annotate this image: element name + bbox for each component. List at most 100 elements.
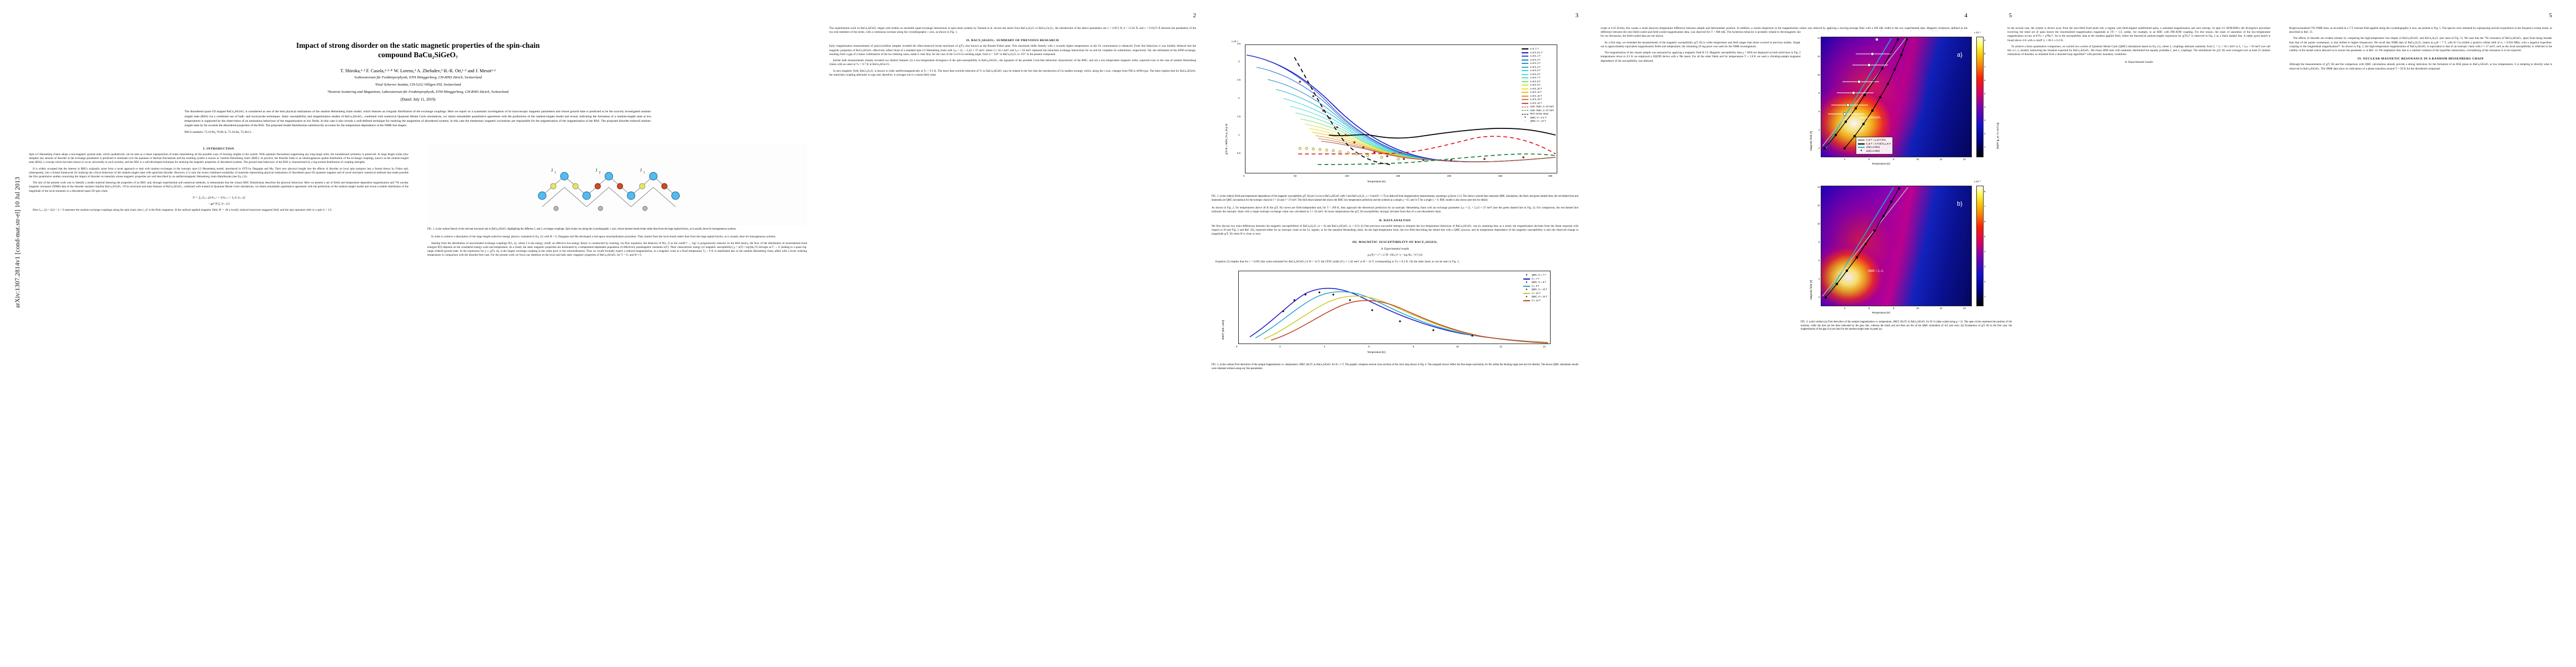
page-number: 5 xyxy=(2549,12,2553,19)
page-column-5: 5 In the second case, the system is driv… xyxy=(2007,12,2552,657)
figure-4b-heatmap-image xyxy=(1821,186,1971,306)
figure-2-x-axis-label: Temperature [K] xyxy=(1367,180,1386,183)
legend-entry: x=0.5, 3 T xyxy=(1522,62,1554,66)
legend-label: RHC at low. temp xyxy=(1530,112,1548,115)
affiliation-1: ¹Laboratorium für Festkörperphysik, ETH … xyxy=(354,75,482,79)
cbar-tick-5: 5 xyxy=(1984,235,1986,238)
svg-text:2: 2 xyxy=(599,171,601,175)
title-line-1: Impact of strong disorder on the static … xyxy=(296,41,540,49)
x-tick-0: 0 xyxy=(1243,175,1245,177)
subsection-heading-experimental-results: A. Experimental results xyxy=(2125,60,2153,64)
y-exponent-label: x 10⁻³ xyxy=(1232,40,1238,43)
figure-4-caption: FIG. 4. (color online) (a) First derivat… xyxy=(1801,321,2012,331)
legend-swatch xyxy=(1522,110,1529,111)
y-tick-1_5: 1.5 xyxy=(1237,115,1240,118)
legend-entry: x=0.5, 5 T xyxy=(1522,69,1554,73)
legend-swatch xyxy=(1522,84,1529,86)
legend-swatch xyxy=(1858,143,1865,145)
legend-entry: x=0.5, 8 T xyxy=(1522,80,1554,84)
legend-label: QMC, H = 14 T xyxy=(1530,120,1546,122)
figure-2-legend: x=0, 1 T x=0.5, 0.1 T x=0.5, 1 T x=0.5, … xyxy=(1520,46,1556,125)
figure-4a-axes: a) BaCu₂(SiGe)O₇ k_B T = μ_B H line k_B … xyxy=(1821,37,1972,157)
x-tick-10: 10 xyxy=(1916,158,1919,161)
figure-4a-x-axis-label: Temperature [K] xyxy=(1872,162,1890,165)
author-list: T. Shiroka,¹·² F. Casola,¹·²·* W. Lorenz… xyxy=(340,68,496,73)
page-column-2: 2 The experimental work on BaCu₂SiGeO₇ b… xyxy=(829,12,1196,657)
section-heading-data-analysis: B. Data analysis xyxy=(1379,218,1411,222)
y-tick-14: 14 xyxy=(1817,186,1820,188)
legend-label: x=0.5, 13 T xyxy=(1530,98,1542,101)
date-line: (Dated: July 11, 2019) xyxy=(400,97,436,102)
affiliation-2: ²Paul Scherrer Institut, CH-5232 Villige… xyxy=(375,82,461,87)
y-tick-4: 4 xyxy=(1818,277,1820,280)
legend-swatch xyxy=(1523,278,1530,280)
figure-4b-overlays xyxy=(1822,187,1909,299)
legend-label: x=0.5, 12 T xyxy=(1530,94,1542,97)
y-tick-12: 12 xyxy=(1817,55,1820,58)
figure-3-curves xyxy=(1249,288,1548,344)
legend-label: Δ/2(c=0.052) xyxy=(1866,146,1880,148)
figure-2-caption: FIG. 2. (color online) Field and tempera… xyxy=(1212,195,1578,202)
x-tick-6: 6 xyxy=(1869,158,1870,161)
x-tick-300: 300 xyxy=(1548,175,1553,177)
legend-label: Isotr. chain, J= 37 meV xyxy=(1530,108,1554,112)
legend-entry: ● QMC, H = 9 T xyxy=(1523,281,1547,285)
paragraph: The effects of disorder are evident alre… xyxy=(2289,37,2552,53)
legend-label: H = 14 T xyxy=(1531,298,1541,302)
figure-4a-sample-label: BaCu₂(SiGe)O₇ xyxy=(1860,116,1881,120)
legend-entry: ○ QMC, H = 14 T xyxy=(1522,120,1554,123)
figure-4a-overlays xyxy=(1822,38,1909,150)
paragraph: Although the measurements of χ(T, H) and… xyxy=(2289,63,2552,71)
legend-swatch xyxy=(1858,140,1865,141)
legend-label: x=0.5, 7 T xyxy=(1530,76,1541,79)
legend-label: x=0, 1 T xyxy=(1530,47,1539,50)
legend-entry: H = 9 T xyxy=(1523,285,1547,288)
x-tick-150: 150 xyxy=(1396,175,1401,177)
legend-swatch xyxy=(1522,81,1529,82)
legend-label: x=0.5, 14 T xyxy=(1530,101,1542,104)
equation-1-line-a: ℋ = ∑ᵢ [Jᵢ,ᵢ₊₁(SᵢˣSᵢ₊₁ˣ + SᵢʸSᵢ₊₁ʸ + Jᵩ … xyxy=(192,196,246,200)
legend-swatch xyxy=(1522,66,1529,68)
section-heading-introduction: I. INTRODUCTION xyxy=(203,147,235,151)
paragraph: Bright-normalized ²⁹Si NMR lines, as rec… xyxy=(2289,27,2552,34)
x-tick-8: 8 xyxy=(1893,158,1895,161)
legend-label: x=0.5, 9 T xyxy=(1530,83,1541,86)
pacs-numbers: PACS numbers: 75.10.Pq, 76.60.-k, 75.10.… xyxy=(185,130,252,134)
x-tick-10: 10 xyxy=(1916,307,1919,310)
legend-swatch: ● xyxy=(1526,273,1528,277)
legend-entry: x=0.5, 9 T xyxy=(1522,83,1554,87)
svg-text:1: 1 xyxy=(555,171,556,175)
cbar-tick-2: 2 xyxy=(1984,132,1986,135)
y-tick-10: 10 xyxy=(1817,73,1820,76)
equation-2: χₘ(T) = cᵀ ≈ 2.78 · (Nᴄᵤ²)² / (− log Nᴄᵤ… xyxy=(1367,253,1423,257)
colorbar-exponent: x 10⁻³ xyxy=(1974,31,1981,34)
x-tick-100: 100 xyxy=(1345,175,1349,177)
legend-swatch xyxy=(1522,77,1529,79)
legend-label: x=0.5, 3 T xyxy=(1530,62,1541,64)
legend-entry: x=0.5, 1 T xyxy=(1522,54,1554,58)
legend-entry: Isotr. chain, J= 37 meV xyxy=(1522,109,1554,113)
figure-3-axes: ● QMC, H = 7 T H = 7 T ● QMC, H = 9 T H = … xyxy=(1238,271,1551,345)
legend-entry: x=0.5, 11 T xyxy=(1522,91,1554,94)
x-tick-12: 12 xyxy=(1940,158,1942,161)
legend-label: x=0.5, 1 T xyxy=(1530,54,1541,57)
y-tick-2: 2 xyxy=(1818,296,1820,298)
page-column-3: 3 xyxy=(1212,12,1578,657)
legend-label: k_B T = μ_B H line xyxy=(1866,138,1886,141)
legend-swatch xyxy=(1523,293,1530,295)
figure-4b-colorbar xyxy=(1976,186,1984,306)
y-tick-2: 2 xyxy=(1238,97,1240,99)
legend-label: x=0.5, 4 T xyxy=(1530,65,1541,68)
figure-2-plot: x=0, 1 T x=0.5, 0.1 T x=0.5, 1 T x=0.5, … xyxy=(1212,27,1578,193)
paragraph: Early magnetization measurements of poly… xyxy=(829,44,1196,56)
x-tick-8: 8 xyxy=(1413,345,1414,349)
y-tick-1: 1 xyxy=(1238,133,1240,136)
title-block: Impact of strong disorder on the static … xyxy=(98,41,738,134)
section-heading-nmr: IV. NUCLEAR MAGNETIC RESONANCE IN A RAND… xyxy=(2358,57,2484,61)
legend-entry: x=0.5, 10 T xyxy=(1522,87,1554,91)
legend-label: H = 12 T xyxy=(1531,291,1541,295)
y-tick-6: 6 xyxy=(1818,110,1820,113)
figure-4a-y-axis-label: Magnetic field [T] xyxy=(1810,131,1812,151)
figure-4a-legend: k_B T = μ_B H line k_B T = 0.744(7) μ_B … xyxy=(1856,137,1894,155)
